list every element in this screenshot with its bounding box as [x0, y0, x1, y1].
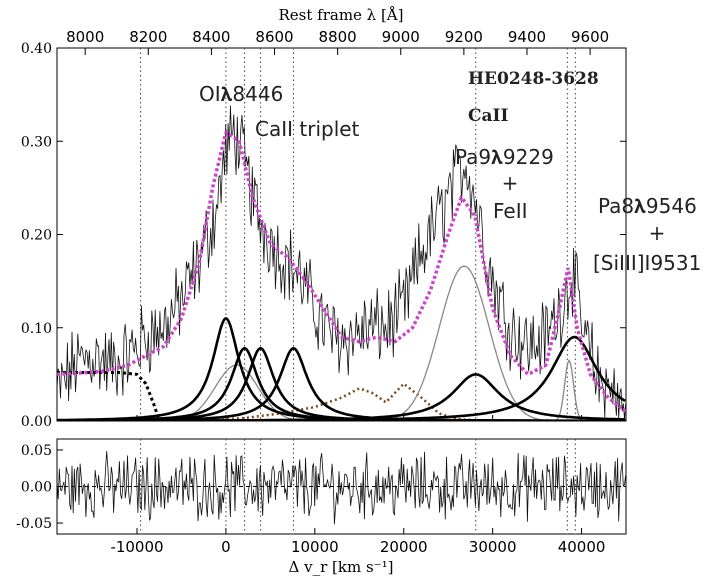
top-tick-label: 9600: [571, 28, 609, 46]
y-tick-label: 0.00: [21, 414, 52, 430]
continuum-curve: [57, 371, 161, 421]
line-component-5: [57, 335, 626, 421]
x-tick-label: -10000: [110, 538, 163, 556]
annotation-object-name: HE0248-3628: [468, 69, 599, 89]
y-tick-label: 0.30: [21, 134, 52, 150]
annotation-siiii: [SiIII]I9531: [593, 251, 701, 275]
res-y-tick-label: 0.00: [21, 480, 52, 496]
annotation-caii: CaII: [468, 106, 508, 126]
top-tick-label: 8200: [129, 28, 167, 46]
x-tick-label: 20000: [380, 538, 428, 556]
x-axis-label: Δ v_r [km s⁻¹]: [289, 558, 394, 576]
top-tick-label: 8600: [255, 28, 293, 46]
top-axis-label: Rest frame λ [Å]: [278, 6, 403, 24]
x-tick-label: 0: [221, 538, 231, 556]
feii-template-curve: [57, 381, 626, 421]
x-tick-label: 10000: [291, 538, 339, 556]
axes: 0.00 0.10 0.20 0.30 0.40 8000 8200 8400 8600 8800…: [16, 28, 626, 556]
y-tick-label: 0.40: [21, 41, 52, 57]
top-tick-label: 9400: [508, 28, 546, 46]
top-tick-label: 9000: [382, 28, 420, 46]
annotation-pa8: Pa8𝛌9546: [598, 194, 697, 218]
y-tick-label: 0.20: [21, 228, 52, 244]
annotation-oi-8446: OI𝛌8446: [199, 82, 283, 106]
res-y-tick-label: -0.05: [16, 516, 52, 532]
top-tick-label: 8000: [66, 28, 104, 46]
total-fit-curve: [57, 130, 626, 413]
res-y-tick-label: 0.05: [21, 443, 52, 459]
top-tick-label: 9200: [445, 28, 483, 46]
top-tick-label: 8400: [192, 28, 230, 46]
total-fit-layer: [57, 130, 626, 413]
grey-component-0: [57, 265, 626, 421]
x-tick-label: 40000: [558, 538, 606, 556]
observed-spectrum-layer: [57, 105, 626, 420]
feii-template-layer: [57, 381, 626, 421]
top-tick-label: 8800: [319, 28, 357, 46]
observed-spectrum: [57, 105, 626, 420]
black-components-layer: [57, 317, 626, 421]
residual-curve: [57, 451, 626, 525]
annotation-plus-1: +: [502, 171, 519, 195]
annotation-pa9: Pa9𝛌9229: [455, 145, 554, 169]
x-tick-label: 30000: [469, 538, 517, 556]
annotation-plus-2: +: [649, 221, 666, 245]
grey-components-layer: [57, 265, 626, 421]
residuals-layer: [57, 439, 626, 534]
annotation-caii-triplet: CaII triplet: [255, 117, 360, 141]
y-tick-label: 0.10: [21, 321, 52, 337]
annotation-feii: FeII: [493, 199, 528, 223]
